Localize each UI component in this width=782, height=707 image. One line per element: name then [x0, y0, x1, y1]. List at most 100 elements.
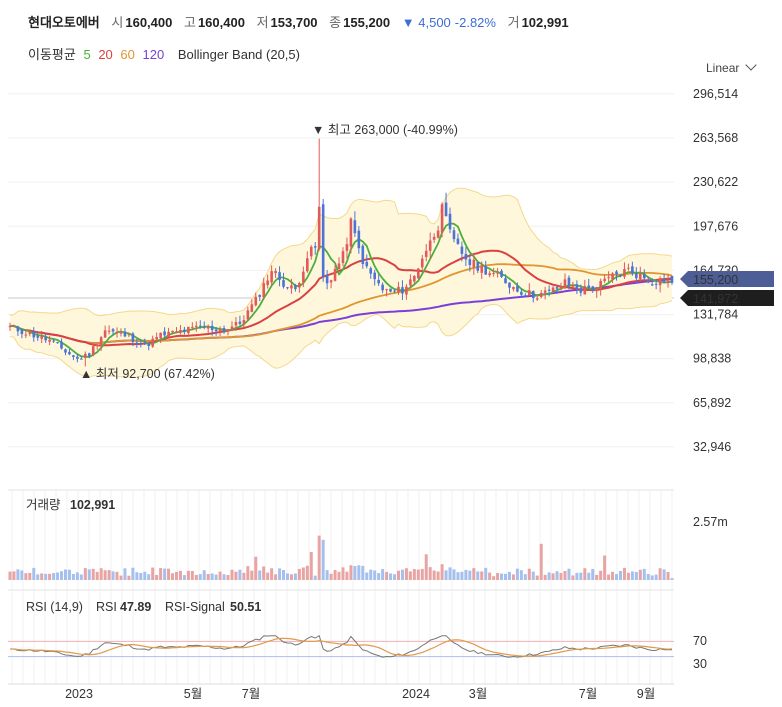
candle [64, 348, 67, 356]
candle [587, 278, 591, 289]
candle-body [250, 304, 254, 312]
candle-body [16, 326, 20, 332]
volume-bar [480, 571, 484, 580]
price-tick: 197,676 [693, 219, 738, 233]
volume-bar [119, 575, 123, 580]
high-value: 160,400 [197, 15, 245, 30]
candle [119, 328, 123, 337]
candle-body [187, 326, 190, 334]
ma-legend[interactable]: 이동평균 5 20 60 120 Bollinger Band (20,5) [28, 44, 304, 63]
candle [286, 287, 289, 290]
candle [524, 293, 527, 297]
candle-body [607, 277, 610, 279]
candle [555, 286, 559, 295]
candle-body [76, 356, 79, 359]
candle-body [206, 326, 210, 329]
volume-bar [178, 570, 182, 580]
volume-bar [301, 567, 305, 580]
bollinger-lower-line [9, 299, 673, 378]
volume-bar [274, 574, 278, 580]
volume-bar [531, 571, 535, 580]
volume-bar [543, 574, 547, 580]
candle [472, 253, 476, 275]
volume-bar [563, 570, 567, 580]
volume-bar [91, 568, 95, 580]
candle [309, 245, 313, 260]
candle-body [436, 230, 440, 238]
candle [302, 266, 305, 288]
candle-body [397, 286, 400, 293]
candle [313, 242, 317, 255]
candle [432, 233, 436, 244]
volume-bar [321, 539, 325, 580]
candle [76, 354, 79, 363]
volume-bar [270, 568, 274, 580]
candle-body [623, 269, 626, 277]
candle-body [393, 290, 396, 292]
rsi-signal-line [10, 637, 673, 657]
candle [627, 263, 630, 271]
volume-bar [428, 567, 432, 580]
candle [262, 277, 265, 300]
candle [369, 266, 373, 279]
price-tick: 263,568 [693, 131, 738, 145]
candle [353, 211, 357, 238]
candlesticks[interactable] [8, 138, 674, 367]
candle-body [99, 337, 103, 347]
volume-bar [385, 571, 389, 580]
volume-bar [488, 572, 492, 580]
candle-body [563, 279, 567, 289]
candle [551, 285, 555, 293]
candle-body [278, 272, 281, 280]
candle-body [520, 291, 523, 295]
volume-bar [71, 573, 75, 580]
candle-body [36, 336, 40, 338]
candle [171, 330, 174, 335]
candle-body [631, 266, 634, 274]
stock-name[interactable]: 현대오토에버 [28, 15, 100, 30]
volume-bar [575, 572, 579, 580]
candle-body [290, 285, 293, 289]
candle [341, 247, 345, 267]
candle [28, 330, 32, 337]
candle-body [294, 285, 297, 290]
candle-body [163, 331, 166, 336]
candle-body [476, 262, 480, 271]
candle [512, 286, 515, 292]
bollinger-fill [10, 188, 672, 378]
candle-body [159, 332, 162, 339]
candle [460, 241, 464, 262]
candle-body [131, 333, 135, 343]
volume-pane: 거래량 102,991 2.57m [8, 498, 728, 580]
scale-dropdown[interactable]: Linear [706, 59, 758, 75]
candle-body [210, 325, 214, 331]
candle-body [635, 273, 638, 279]
volume-bar [123, 568, 127, 580]
volume-bar [16, 569, 20, 580]
volume-bar [408, 571, 412, 580]
candle-body [24, 334, 28, 336]
candle [218, 326, 222, 337]
candle-body [123, 331, 127, 337]
candle [635, 267, 638, 284]
volume-bar [444, 570, 448, 580]
candle-body [60, 341, 63, 349]
candle [191, 322, 194, 331]
candle-body [389, 288, 392, 292]
volume-bar [456, 572, 460, 580]
change-value: ▼ 4,500 [401, 15, 451, 30]
candle-body [611, 273, 614, 280]
candle [381, 282, 384, 294]
rsi-label: RSI [96, 600, 117, 614]
candle-body [302, 271, 305, 283]
candle-body [40, 335, 43, 339]
candle-body [583, 286, 587, 295]
candle [488, 270, 491, 278]
candle-body [500, 270, 503, 277]
candle-body [127, 334, 131, 336]
candle-body [555, 287, 559, 289]
ma5-line [9, 222, 673, 358]
candle [409, 274, 412, 289]
close-label: 종 [329, 15, 342, 30]
